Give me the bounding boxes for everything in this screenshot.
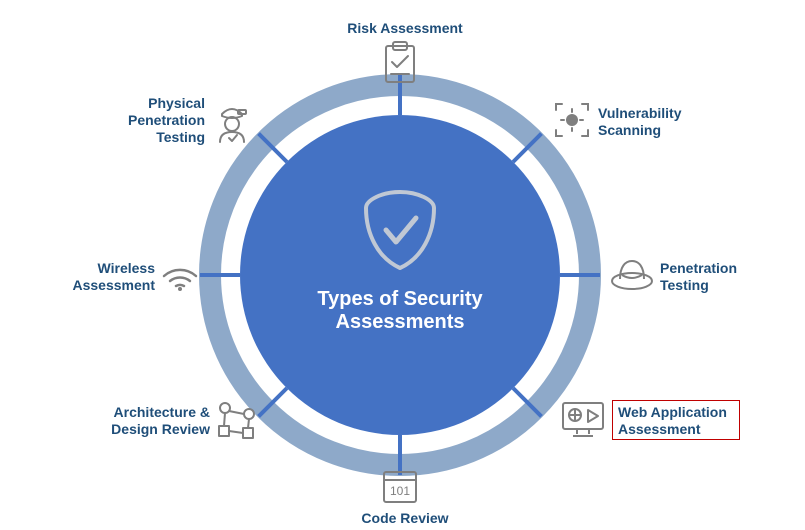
label-wireless: WirelessAssessment <box>55 260 155 294</box>
hat-icon <box>610 257 654 291</box>
label-vuln: VulnerabilityScanning <box>598 105 738 139</box>
label-arch: Architecture &Design Review <box>100 404 210 438</box>
label-physical: PhysicalPenetrationTesting <box>105 95 205 145</box>
label-pentest: PenetrationTesting <box>660 260 780 294</box>
center-title-line2: Assessments <box>336 311 465 333</box>
diagram-stage: Types of Security Assessments Risk Asses… <box>0 0 805 530</box>
scan-icon <box>552 100 592 140</box>
clipboard-icon <box>380 40 420 86</box>
center-title-line1: Types of Security <box>317 288 482 310</box>
wifi-icon <box>160 258 200 292</box>
label-risk: Risk Assessment <box>345 20 465 37</box>
label-code: Code Review <box>355 510 455 527</box>
highlight-webapp <box>612 400 740 440</box>
svg-text:101: 101 <box>390 484 410 498</box>
binary-icon: 101 <box>380 468 420 506</box>
guard-icon <box>212 100 252 144</box>
center-title: Types of Security Assessments <box>300 288 500 334</box>
monitor-icon <box>560 400 606 440</box>
nodes-icon <box>215 400 257 440</box>
